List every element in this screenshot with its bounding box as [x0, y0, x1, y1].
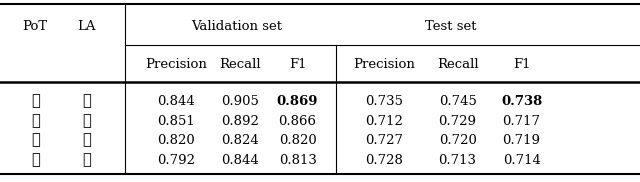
Text: Precision: Precision — [145, 58, 207, 71]
Text: 0.824: 0.824 — [221, 134, 259, 147]
Text: 0.738: 0.738 — [501, 95, 542, 108]
Text: 0.866: 0.866 — [278, 115, 317, 128]
Text: 0.717: 0.717 — [502, 115, 541, 128]
Text: Recall: Recall — [219, 58, 261, 71]
Text: 0.712: 0.712 — [365, 115, 403, 128]
Text: 0.869: 0.869 — [277, 95, 318, 108]
Text: 0.727: 0.727 — [365, 134, 403, 147]
Text: 0.729: 0.729 — [438, 115, 477, 128]
Text: 0.735: 0.735 — [365, 95, 403, 108]
Text: Recall: Recall — [436, 58, 479, 71]
Text: 0.844: 0.844 — [157, 95, 195, 108]
Text: ✓: ✓ — [31, 94, 40, 108]
Text: 0.820: 0.820 — [157, 134, 195, 147]
Text: 0.905: 0.905 — [221, 95, 259, 108]
Text: ✓: ✓ — [82, 133, 91, 147]
Text: 0.720: 0.720 — [438, 134, 477, 147]
Text: Precision: Precision — [353, 58, 415, 71]
Text: Validation set: Validation set — [191, 20, 282, 33]
Text: 0.892: 0.892 — [221, 115, 259, 128]
Text: Test set: Test set — [426, 20, 477, 33]
Text: ✗: ✗ — [31, 133, 40, 147]
Text: LA: LA — [77, 20, 95, 33]
Text: ✗: ✗ — [82, 114, 91, 128]
Text: ✓: ✓ — [82, 94, 91, 108]
Text: 0.851: 0.851 — [157, 115, 195, 128]
Text: F1: F1 — [289, 58, 307, 71]
Text: 0.844: 0.844 — [221, 154, 259, 167]
Text: 0.728: 0.728 — [365, 154, 403, 167]
Text: PoT: PoT — [22, 20, 48, 33]
Text: F1: F1 — [513, 58, 531, 71]
Text: ✗: ✗ — [31, 153, 40, 167]
Text: 0.745: 0.745 — [438, 95, 477, 108]
Text: 0.719: 0.719 — [502, 134, 541, 147]
Text: 0.792: 0.792 — [157, 154, 195, 167]
Text: ✓: ✓ — [31, 114, 40, 128]
Text: 0.813: 0.813 — [278, 154, 317, 167]
Text: 0.820: 0.820 — [279, 134, 316, 147]
Text: ✗: ✗ — [82, 153, 91, 167]
Text: 0.714: 0.714 — [502, 154, 541, 167]
Text: 0.713: 0.713 — [438, 154, 477, 167]
